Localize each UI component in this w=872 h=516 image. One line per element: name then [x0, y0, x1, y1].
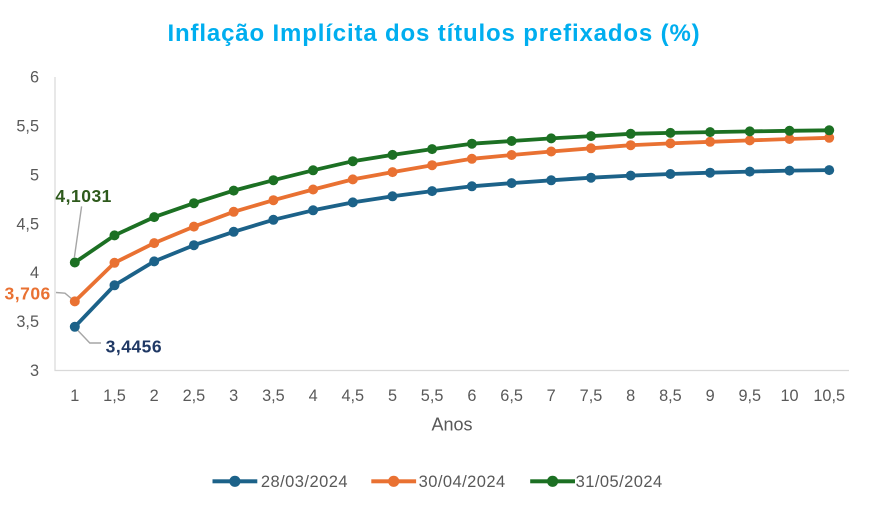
svg-text:31/05/2024: 31/05/2024 [576, 473, 663, 491]
svg-text:5,5: 5,5 [16, 118, 39, 136]
svg-text:8: 8 [626, 387, 635, 405]
svg-text:3: 3 [229, 387, 238, 405]
svg-text:10,5: 10,5 [813, 387, 845, 405]
svg-text:10: 10 [780, 387, 798, 405]
svg-text:5: 5 [30, 166, 39, 184]
svg-text:7,5: 7,5 [580, 387, 603, 405]
svg-text:2: 2 [150, 387, 159, 405]
svg-text:6: 6 [467, 387, 476, 405]
svg-text:3,5: 3,5 [262, 387, 285, 405]
svg-text:Anos: Anos [431, 415, 472, 435]
svg-text:6,5: 6,5 [500, 387, 523, 405]
svg-text:Inflação Implícita dos títulos: Inflação Implícita dos títulos prefixado… [168, 20, 701, 47]
svg-text:5: 5 [388, 387, 397, 405]
svg-text:9,5: 9,5 [738, 387, 761, 405]
svg-text:3: 3 [30, 362, 39, 380]
svg-text:2,5: 2,5 [183, 387, 206, 405]
svg-text:4: 4 [30, 264, 39, 282]
svg-text:3,4456: 3,4456 [106, 337, 163, 357]
svg-text:9: 9 [706, 387, 715, 405]
svg-text:30/04/2024: 30/04/2024 [419, 473, 506, 491]
svg-text:4,5: 4,5 [16, 215, 39, 233]
svg-text:7: 7 [547, 387, 556, 405]
svg-text:4,5: 4,5 [341, 387, 364, 405]
svg-text:8,5: 8,5 [659, 387, 682, 405]
svg-text:3,5: 3,5 [16, 313, 39, 331]
svg-text:1: 1 [70, 387, 79, 405]
svg-text:28/03/2024: 28/03/2024 [261, 473, 348, 491]
svg-text:1,5: 1,5 [103, 387, 126, 405]
svg-text:6: 6 [30, 69, 39, 87]
svg-text:3,706: 3,706 [5, 284, 51, 304]
svg-text:4: 4 [309, 387, 318, 405]
svg-text:4,1031: 4,1031 [55, 186, 112, 206]
svg-text:5,5: 5,5 [421, 387, 444, 405]
